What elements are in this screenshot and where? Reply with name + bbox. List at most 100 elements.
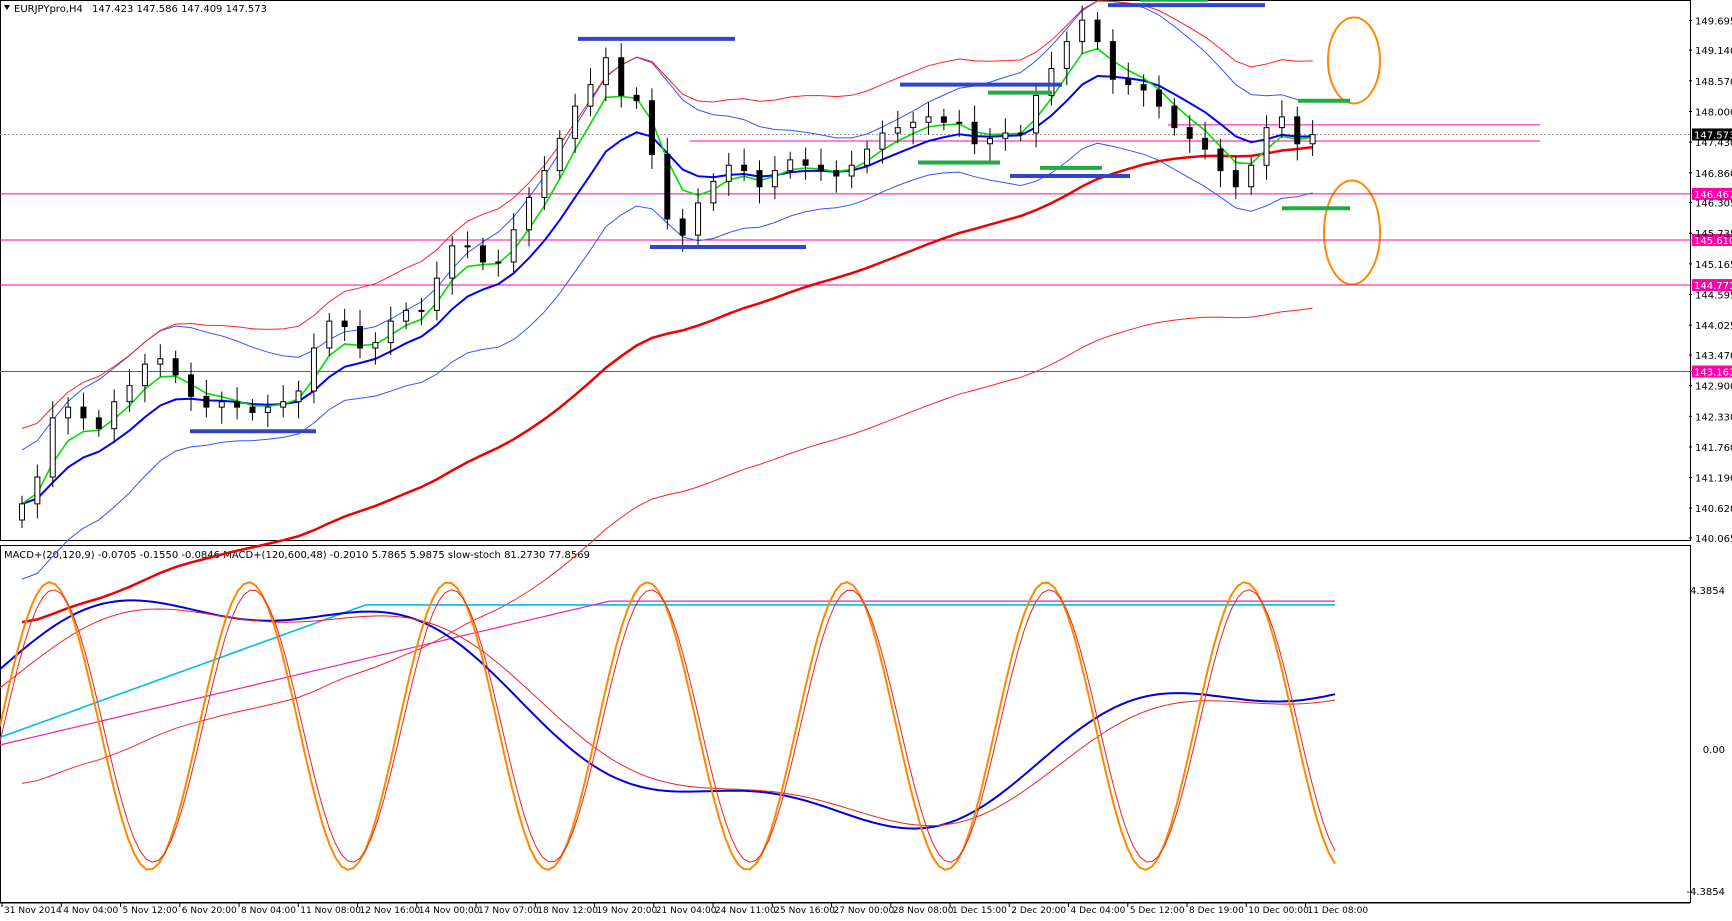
candle-body bbox=[1109, 41, 1116, 80]
candle-body bbox=[633, 94, 640, 102]
horizontal-segments bbox=[190, 0, 1350, 434]
price-tick-label: 141.190 bbox=[1695, 474, 1732, 485]
time-tick-label: 2 Dec 20:00 bbox=[1011, 906, 1066, 916]
candle-body bbox=[326, 320, 333, 349]
candle-body bbox=[218, 401, 225, 408]
candle-body bbox=[710, 180, 717, 204]
macd-slow-signal-line bbox=[0, 600, 1335, 746]
candle-body bbox=[864, 148, 871, 166]
stochastic-main-line bbox=[0, 581, 1336, 871]
candle-body bbox=[372, 342, 379, 349]
level-label-box bbox=[1692, 279, 1732, 292]
candle-body bbox=[1140, 84, 1147, 91]
candle-body bbox=[848, 164, 855, 177]
candle-body bbox=[449, 245, 456, 279]
candle-body bbox=[910, 121, 917, 129]
candle-body bbox=[1309, 134, 1316, 145]
time-tick-label: 1 Dec 15:00 bbox=[952, 906, 1007, 916]
candle-body bbox=[1094, 19, 1101, 43]
macd-fast-line bbox=[0, 599, 1336, 830]
macd-slow-line bbox=[0, 604, 1335, 739]
time-tick-label: 11 Nov 08:00 bbox=[300, 906, 361, 916]
candle-body bbox=[295, 390, 302, 403]
price-axis: 149.695 149.140 148.570 148.000 147.430 146.8… bbox=[1689, 16, 1732, 545]
candle-body bbox=[341, 320, 348, 327]
candle-body bbox=[695, 202, 702, 236]
candle-body bbox=[756, 170, 763, 188]
price-tick-label: 146.305 bbox=[1695, 199, 1732, 210]
current-price-label: 147.573 bbox=[1694, 130, 1732, 141]
price-tick-label: 148.000 bbox=[1695, 107, 1732, 118]
fast-ma-line bbox=[21, 47, 1313, 505]
candle-body bbox=[1171, 105, 1178, 129]
osc-tick-zero: 0.00 bbox=[1703, 745, 1725, 756]
time-tick-label: 5 Dec 12:00 bbox=[1130, 906, 1185, 916]
candle-body bbox=[679, 218, 686, 236]
candle-body bbox=[203, 395, 210, 408]
ellipse-annotation-bottom bbox=[1323, 179, 1381, 286]
candle-body bbox=[433, 277, 440, 311]
symbol-title: EURJPYpro,H4 bbox=[14, 4, 83, 15]
candle-body bbox=[418, 309, 425, 312]
candle-body bbox=[34, 476, 41, 505]
bands bbox=[21, 0, 1313, 784]
candle-body bbox=[925, 116, 932, 123]
candle-body bbox=[587, 84, 594, 107]
time-tick-label: 11 Dec 08:00 bbox=[1308, 906, 1369, 916]
caret-down-icon bbox=[4, 5, 10, 10]
candle-body bbox=[1063, 41, 1070, 69]
level-label: 144.771 bbox=[1694, 281, 1732, 292]
time-tick-label: 28 Nov 08:00 bbox=[893, 906, 954, 916]
candle-body bbox=[1048, 67, 1055, 96]
time-tick-label: 10 Dec 00:00 bbox=[1248, 906, 1309, 916]
time-tick-label: 12 Nov 16:00 bbox=[360, 906, 421, 916]
candle-body bbox=[464, 245, 471, 248]
osc-tick-bottom: -4.3854 bbox=[1686, 887, 1725, 898]
candle-body bbox=[1232, 170, 1239, 188]
candle-body bbox=[111, 401, 118, 430]
candle-body bbox=[648, 100, 655, 155]
candle-body bbox=[1125, 78, 1132, 86]
candle-body bbox=[618, 57, 625, 96]
indicator-title: MACD+(20,120,9) -0.0705 -0.1550 -0.0846 … bbox=[4, 550, 590, 561]
candle-body bbox=[479, 245, 486, 263]
candle-body bbox=[817, 164, 824, 172]
candle-body bbox=[1033, 94, 1040, 134]
candle-body bbox=[802, 159, 809, 166]
time-tick-label: 21 Nov 04:00 bbox=[656, 906, 717, 916]
candle-body bbox=[787, 159, 794, 172]
candle-body bbox=[1248, 164, 1255, 188]
time-tick-label: 18 Nov 12:00 bbox=[537, 906, 598, 916]
candles bbox=[19, 5, 1316, 529]
candle-body bbox=[894, 127, 901, 134]
candle-body bbox=[172, 358, 179, 376]
price-tick-label: 149.695 bbox=[1695, 16, 1732, 27]
slow-ma-line bbox=[21, 145, 1313, 624]
candle-body bbox=[940, 116, 947, 123]
candle-body bbox=[1155, 89, 1162, 107]
candle-body bbox=[741, 164, 748, 172]
price-tick-label: 140.065 bbox=[1695, 534, 1732, 545]
level-label-box bbox=[1692, 187, 1732, 200]
candle-body bbox=[264, 406, 271, 413]
candle-body bbox=[1263, 127, 1270, 166]
candle-body bbox=[403, 309, 410, 322]
candle-body bbox=[833, 170, 840, 177]
macd-fast-signal-line bbox=[0, 608, 1336, 827]
candle-body bbox=[19, 503, 25, 521]
time-tick-label: 14 Nov 00:00 bbox=[419, 906, 480, 916]
candle-body bbox=[65, 406, 72, 419]
time-tick-label: 17 Nov 07:00 bbox=[478, 906, 539, 916]
candle-body bbox=[602, 57, 609, 86]
level-lines[interactable]: 146.467 145.610 144.771 143.163 147.573 bbox=[0, 124, 1732, 379]
candle-body bbox=[986, 137, 993, 145]
candle-body bbox=[95, 417, 102, 430]
candle-body bbox=[1278, 116, 1285, 129]
candle-body bbox=[1202, 137, 1209, 150]
time-tick-label: 5 Nov 12:00 bbox=[123, 906, 178, 916]
level-label: 143.163 bbox=[1694, 367, 1732, 378]
time-tick-label: 4 Dec 04:00 bbox=[1071, 906, 1126, 916]
candle-body bbox=[188, 374, 195, 397]
